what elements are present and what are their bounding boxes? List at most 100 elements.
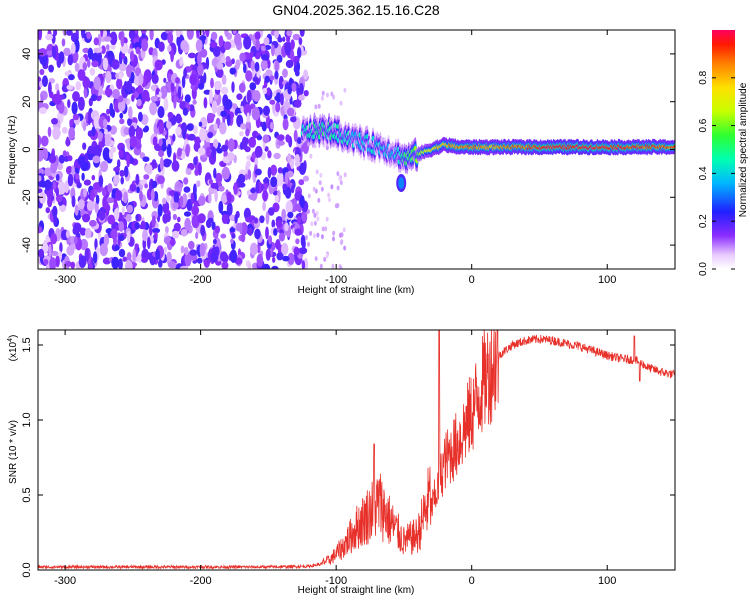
noise-cell xyxy=(39,80,43,88)
noise-cell xyxy=(167,261,176,269)
noise-cell xyxy=(180,126,185,135)
noise-cell xyxy=(239,131,244,137)
noise-cell xyxy=(144,125,150,132)
noise-cell xyxy=(106,197,115,204)
noise-cell xyxy=(65,229,70,239)
noise-cell xyxy=(84,152,89,163)
signal-cell xyxy=(312,134,316,140)
noise-cell xyxy=(295,238,300,245)
noise-cell xyxy=(262,87,268,95)
noise-cell xyxy=(309,230,313,236)
noise-cell xyxy=(158,138,163,147)
noise-cell xyxy=(47,126,52,137)
noise-cell xyxy=(213,80,222,91)
noise-cell xyxy=(91,126,96,137)
noise-cell xyxy=(182,193,188,206)
noise-cell xyxy=(287,211,294,219)
noise-cell xyxy=(77,68,86,81)
noise-cell xyxy=(68,126,76,140)
noise-cell xyxy=(210,77,214,89)
noise-cell xyxy=(321,90,325,96)
noise-cell xyxy=(214,246,220,257)
noise-cell xyxy=(59,242,63,254)
noise-cell xyxy=(123,165,129,178)
noise-cell xyxy=(315,210,319,216)
noise-cell xyxy=(264,146,269,152)
noise-cell xyxy=(118,149,124,158)
noise-cell xyxy=(219,122,227,135)
noise-cell xyxy=(160,85,168,100)
noise-cell xyxy=(98,175,104,187)
noise-cell xyxy=(274,194,279,203)
noise-cell xyxy=(229,249,238,263)
noise-cell xyxy=(184,217,191,231)
spectrogram-x-label: Height of straight line (km) xyxy=(298,285,415,296)
noise-cell xyxy=(94,144,102,159)
noise-cell xyxy=(245,70,253,82)
noise-cell xyxy=(82,121,87,132)
snr-frame xyxy=(37,329,676,571)
noise-cell xyxy=(282,255,290,262)
noise-cell xyxy=(126,230,131,244)
noise-cell xyxy=(263,37,270,46)
noise-cell xyxy=(234,213,238,224)
snr-series-line xyxy=(38,330,675,570)
noise-cell xyxy=(102,187,106,197)
noise-cell xyxy=(113,166,120,172)
noise-cell xyxy=(320,95,324,101)
noise-cell xyxy=(52,126,61,140)
noise-cell xyxy=(38,30,43,41)
noise-cell xyxy=(172,213,177,221)
noise-cell xyxy=(294,99,302,108)
noise-cell xyxy=(38,48,47,57)
noise-cell xyxy=(246,89,252,103)
noise-cell xyxy=(149,102,158,116)
noise-cell xyxy=(298,179,305,186)
noise-cell xyxy=(49,257,57,269)
noise-cell xyxy=(212,46,221,57)
noise-cell xyxy=(42,75,48,87)
noise-cell xyxy=(193,183,197,196)
y-tick-label: 40 xyxy=(21,48,33,60)
noise-cell xyxy=(285,59,294,69)
noise-cell xyxy=(100,160,109,173)
noise-cell xyxy=(184,247,189,256)
noise-cell xyxy=(137,84,143,95)
noise-cell xyxy=(203,72,207,84)
noise-cell xyxy=(270,176,278,188)
noise-cell xyxy=(221,166,230,180)
noise-cell xyxy=(66,245,75,256)
noise-cell xyxy=(57,181,66,195)
noise-cell xyxy=(52,45,56,59)
snr-panel: -300 -200 -100 0 100 0.0 0.5 1.0 1.5 Height of … xyxy=(7,329,676,596)
noise-cell xyxy=(221,261,229,269)
y-tick-label: -20 xyxy=(21,189,33,205)
noise-cell xyxy=(144,183,149,189)
noise-cell xyxy=(193,200,197,214)
noise-cell xyxy=(314,256,318,262)
spectrogram-y-axis: -40 -20 0 20 40 xyxy=(21,48,675,253)
noise-cell xyxy=(224,99,233,110)
noise-cell xyxy=(105,71,112,84)
noise-cell xyxy=(221,144,229,152)
y-tick-label: 0.0 xyxy=(21,562,33,577)
noise-cell xyxy=(150,95,158,102)
noise-cell xyxy=(276,140,285,146)
svg-text:(x104): (x104) xyxy=(7,335,19,362)
noise-cell xyxy=(199,242,206,257)
noise-cell xyxy=(210,31,218,41)
noise-cell xyxy=(157,203,163,217)
noise-cell xyxy=(189,249,198,256)
noise-cell xyxy=(136,98,142,107)
noise-cell xyxy=(307,209,310,214)
noise-cell xyxy=(125,80,133,93)
noise-cell xyxy=(325,216,329,222)
noise-cell xyxy=(332,230,336,236)
noise-cell xyxy=(199,127,207,142)
noise-cell xyxy=(64,261,72,267)
noise-cell xyxy=(50,161,58,174)
noise-cell xyxy=(104,88,113,97)
noise-cell xyxy=(111,256,120,269)
noise-cell xyxy=(113,197,118,209)
noise-cell xyxy=(197,63,204,76)
